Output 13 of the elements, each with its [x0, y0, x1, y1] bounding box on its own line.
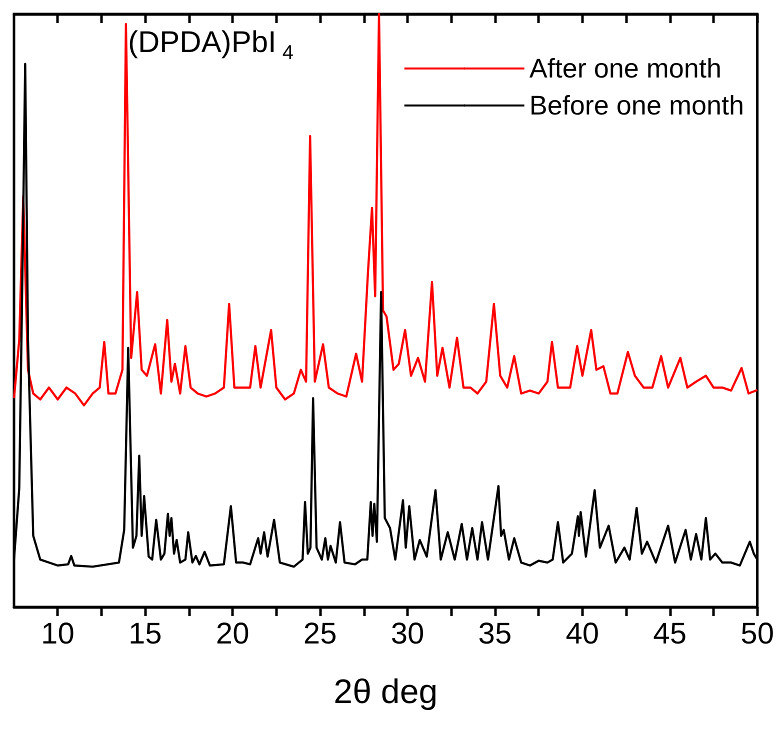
x-tick-label: 35 — [478, 618, 512, 650]
annotation: (DPDA)PbI$_{4}$ — [128, 26, 294, 65]
x-tick-label: 30 — [390, 618, 424, 650]
x-tick-label: 15 — [128, 618, 162, 650]
legend-label: After one month — [529, 54, 722, 84]
x-tick-label: 25 — [303, 618, 337, 650]
legend-label: Before one month — [529, 90, 744, 120]
x-tick-label: 20 — [216, 618, 250, 650]
x-tick-label: 40 — [566, 618, 600, 650]
x-tick-label: 50 — [740, 618, 774, 650]
x-axis-title: 2θ deg — [334, 673, 438, 711]
x-tick-label: 45 — [653, 618, 687, 650]
x-tick-label: 10 — [41, 618, 74, 650]
